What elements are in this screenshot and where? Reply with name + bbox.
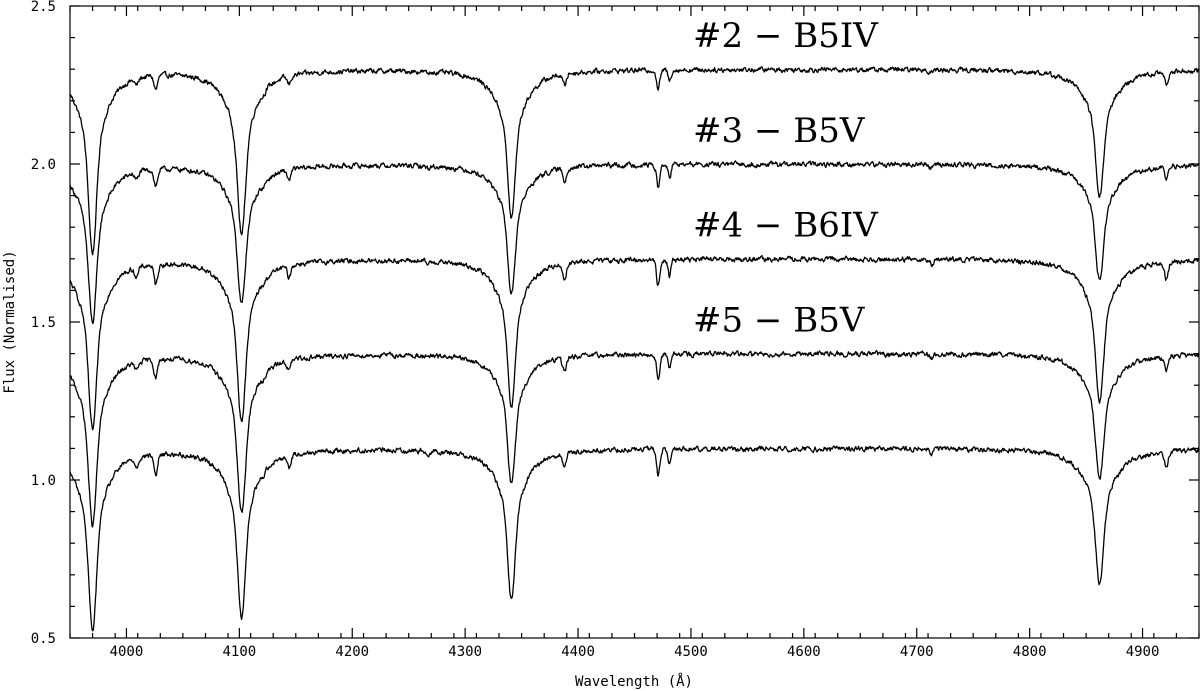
x-axis: 4000 4100 4200 4300 4400 4500 4600 4700 4800 4900 bbox=[69, 6, 1200, 660]
series-labels: #1 − B4III#2 − B5IV#3 − B5V#4 − B6IV#5 −… bbox=[693, 16, 879, 340]
spectrum-line bbox=[69, 445, 1200, 632]
spectrum-line bbox=[69, 255, 1200, 431]
x-tick-label: 4200 bbox=[335, 644, 369, 660]
series-label: #5 − B5V bbox=[693, 300, 866, 340]
series-label: #3 − B5V bbox=[693, 111, 866, 151]
series-label: #2 − B5IV bbox=[693, 16, 879, 56]
x-tick-label: 4500 bbox=[674, 644, 708, 660]
x-tick-label: 4800 bbox=[1013, 644, 1047, 660]
series-label: #4 − B6IV bbox=[693, 206, 879, 246]
x-tick-label: 4400 bbox=[561, 644, 595, 660]
y-tick-label: 0.5 bbox=[31, 631, 56, 647]
spectrum-line bbox=[69, 160, 1200, 325]
y-axis: 0.5 1.0 1.5 2.0 2.5 bbox=[31, 0, 1199, 647]
y-axis-label: Flux (Normalised) bbox=[2, 250, 18, 393]
plot-frame bbox=[69, 5, 1200, 639]
x-axis-label: Wavelength (Å) bbox=[575, 673, 693, 690]
y-tick-label: 2.0 bbox=[31, 157, 56, 173]
x-tick-label: 4000 bbox=[110, 644, 144, 660]
spectrum-line bbox=[69, 66, 1200, 256]
y-tick-label: 1.0 bbox=[31, 473, 56, 489]
x-tick-label: 4600 bbox=[787, 644, 821, 660]
spectrum-line bbox=[69, 349, 1200, 528]
x-tick-label: 4300 bbox=[448, 644, 482, 660]
y-tick-label: 1.5 bbox=[31, 315, 56, 331]
y-tick-label: 2.5 bbox=[31, 0, 56, 15]
x-tick-label: 4100 bbox=[222, 644, 256, 660]
x-tick-label: 4700 bbox=[900, 644, 934, 660]
x-tick-label: 4900 bbox=[1126, 644, 1160, 660]
spectra-group bbox=[69, 66, 1200, 632]
